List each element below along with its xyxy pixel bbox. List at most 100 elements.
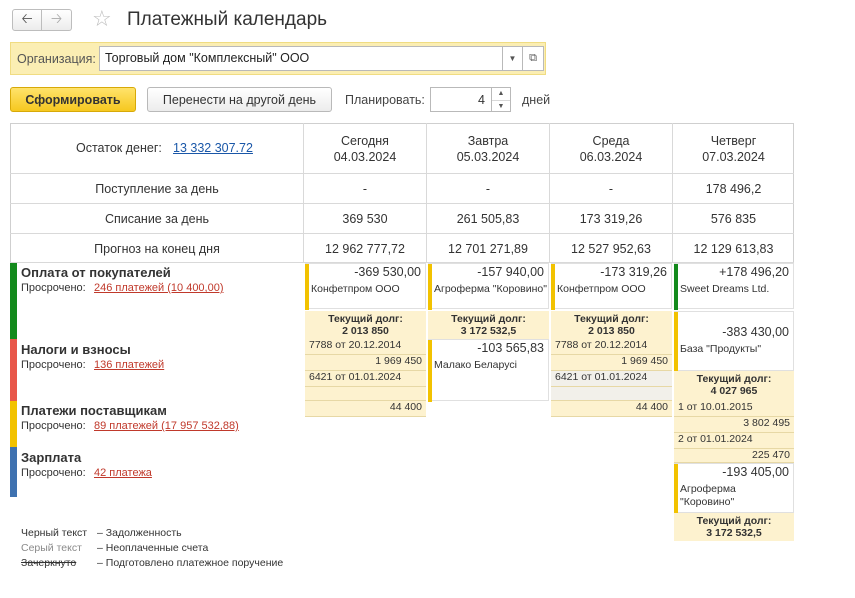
group-title-salary[interactable]: Зарплата xyxy=(21,450,82,465)
plan-label: Планировать: xyxy=(345,93,425,107)
payment-counterparty: Агроферма "Коровино" xyxy=(680,483,736,508)
overdue-link-customers[interactable]: 246 платежей (10 400,00) xyxy=(94,282,224,294)
balance-label: Остаток денег: xyxy=(76,141,162,155)
expense-cell: 369 530 xyxy=(342,212,388,226)
payment-card[interactable]: -383 430,00 База "Продукты" xyxy=(674,311,794,372)
group-title-customers[interactable]: Оплата от покупателей xyxy=(21,265,171,280)
debt-value: 3 172 532,5 xyxy=(460,325,517,337)
payment-counterparty: Агроферма "Коровино" xyxy=(434,283,547,295)
spin-up-icon[interactable]: ▲ xyxy=(497,90,505,97)
payment-amount: -103 565,83 xyxy=(477,341,544,355)
row-label-expense: Списание за день xyxy=(104,212,210,226)
sub-document[interactable]: 1 от 10.01.2015 xyxy=(674,401,794,417)
current-debt[interactable]: Текущий долг: 3 172 532,5 xyxy=(428,311,549,339)
organization-open-button[interactable]: ⧉ xyxy=(523,46,544,71)
card-stripe xyxy=(674,264,678,310)
sub-blank xyxy=(551,387,672,401)
payment-card[interactable]: -193 405,00 Агроферма "Коровино" xyxy=(674,463,794,514)
debt-value: 2 013 850 xyxy=(588,325,635,337)
debt-value: 4 027 965 xyxy=(710,385,758,397)
day-name: Завтра xyxy=(467,134,509,148)
plan-days-stepper[interactable]: ▲ ▼ xyxy=(492,87,511,112)
forecast-cell: 12 701 271,89 xyxy=(448,242,528,256)
organization-dropdown-button[interactable]: ▼ xyxy=(502,46,523,71)
payment-amount: -369 530,00 xyxy=(354,265,421,279)
legend-desc: Задолженность xyxy=(105,527,182,539)
forecast-cell: 12 527 952,63 xyxy=(571,242,651,256)
payment-counterparty: Конфетпром ООО xyxy=(557,283,646,295)
day-date: 06.03.2024 xyxy=(579,150,643,164)
arrow-left-icon: 🡠 xyxy=(21,10,33,26)
row-label-income: Поступление за день xyxy=(95,182,219,196)
current-debt[interactable]: Текущий долг: 4 027 965 xyxy=(674,371,794,401)
day-name: Четверг xyxy=(710,134,757,148)
row-label-forecast: Прогноз на конец дня xyxy=(94,242,220,256)
legend-key: Серый текст xyxy=(21,542,82,554)
sub-document[interactable]: 6421 от 01.01.2024 xyxy=(551,371,672,387)
sub-amount: 44 400 xyxy=(305,401,426,417)
forward-button[interactable]: 🡢 xyxy=(42,9,72,31)
organization-bar: Организация: Торговый дом "Комплексный" … xyxy=(10,42,546,75)
current-debt[interactable]: Текущий долг: 3 172 532,5 xyxy=(674,513,794,541)
group-color-bar xyxy=(10,401,17,447)
overdue-link-suppliers[interactable]: 89 платежей (17 957 532,88) xyxy=(94,420,239,432)
sub-amount: 1 969 450 xyxy=(305,355,426,371)
income-cell: - xyxy=(485,182,491,196)
overdue-label: Просрочено: xyxy=(21,420,86,432)
expense-cell: 576 835 xyxy=(710,212,757,226)
payment-counterparty: Малако Беларусі xyxy=(434,359,517,371)
payment-card[interactable]: +178 496,20 Sweet Dreams Ltd. xyxy=(674,263,794,310)
card-stripe xyxy=(428,340,432,402)
legend-desc: Неоплаченные счета xyxy=(105,542,209,554)
income-cell: - xyxy=(362,182,368,196)
current-debt[interactable]: Текущий долг: 2 013 850 xyxy=(551,311,672,339)
card-stripe xyxy=(674,312,678,372)
payment-card[interactable]: -173 319,26 Конфетпром ООО xyxy=(551,263,672,310)
organization-input[interactable]: Торговый дом "Комплексный" ООО xyxy=(99,46,503,71)
debt-label: Текущий долг: xyxy=(328,313,403,325)
generate-button[interactable]: Сформировать xyxy=(10,87,136,112)
sub-document[interactable]: 7788 от 20.12.2014 xyxy=(305,339,426,355)
sub-amount: 44 400 xyxy=(551,401,672,417)
legend-desc: Подготовлено платежное поручение xyxy=(105,557,284,569)
legend-key: Зачеркнуто xyxy=(21,557,77,569)
overdue-label: Просрочено: xyxy=(21,467,86,479)
card-stripe xyxy=(551,264,555,310)
balance-value-link[interactable]: 13 332 307.72 xyxy=(173,141,253,155)
group-title-taxes[interactable]: Налоги и взносы xyxy=(21,342,131,357)
payment-card[interactable]: -369 530,00 Конфетпром ООО xyxy=(305,263,426,310)
current-debt[interactable]: Текущий долг: 2 013 850 xyxy=(305,311,426,339)
sub-document[interactable]: 6421 от 01.01.2024 xyxy=(305,371,426,387)
expense-cell: 261 505,83 xyxy=(456,212,520,226)
debt-label: Текущий долг: xyxy=(696,373,772,385)
legend-item: Черный текст – Задолженность xyxy=(21,527,182,539)
overdue-link-salary[interactable]: 42 платежа xyxy=(94,467,152,479)
legend-item: Зачеркнуто – Подготовлено платежное поруч… xyxy=(21,557,284,569)
expense-cell: 173 319,26 xyxy=(579,212,643,226)
group-color-bar xyxy=(10,339,17,401)
star-icon[interactable]: ☆ xyxy=(92,6,112,31)
card-stripe xyxy=(674,464,678,514)
debt-label: Текущий долг: xyxy=(696,515,772,527)
payment-card[interactable]: -157 940,00 Агроферма "Коровино" xyxy=(428,263,549,310)
forecast-cell: 12 129 613,83 xyxy=(693,242,774,256)
organization-label: Организация: xyxy=(17,52,96,66)
plan-days-input[interactable]: 4 xyxy=(430,87,492,112)
sub-document[interactable]: 2 от 01.01.2024 xyxy=(674,433,794,449)
move-to-day-button[interactable]: Перенести на другой день xyxy=(147,87,332,112)
arrow-right-icon: 🡢 xyxy=(50,10,63,26)
day-name: Сегодня xyxy=(341,134,389,148)
payment-card[interactable]: -103 565,83 Малако Беларусі xyxy=(428,339,549,402)
day-date: 07.03.2024 xyxy=(702,150,765,164)
sub-document[interactable]: 7788 от 20.12.2014 xyxy=(551,339,672,355)
payment-amount: -173 319,26 xyxy=(600,265,667,279)
legend-item: Серый текст – Неоплаченные счета xyxy=(21,542,209,554)
payment-amount: -383 430,00 xyxy=(722,325,789,339)
back-button[interactable]: 🡠 xyxy=(12,9,42,31)
overdue-link-taxes[interactable]: 136 платежей xyxy=(94,359,165,371)
day-date: 05.03.2024 xyxy=(456,150,520,164)
spin-down-icon[interactable]: ▼ xyxy=(492,100,510,112)
debt-label: Текущий долг: xyxy=(574,313,649,325)
group-title-suppliers[interactable]: Платежи поставщикам xyxy=(21,403,167,418)
debt-value: 3 172 532,5 xyxy=(706,527,762,539)
